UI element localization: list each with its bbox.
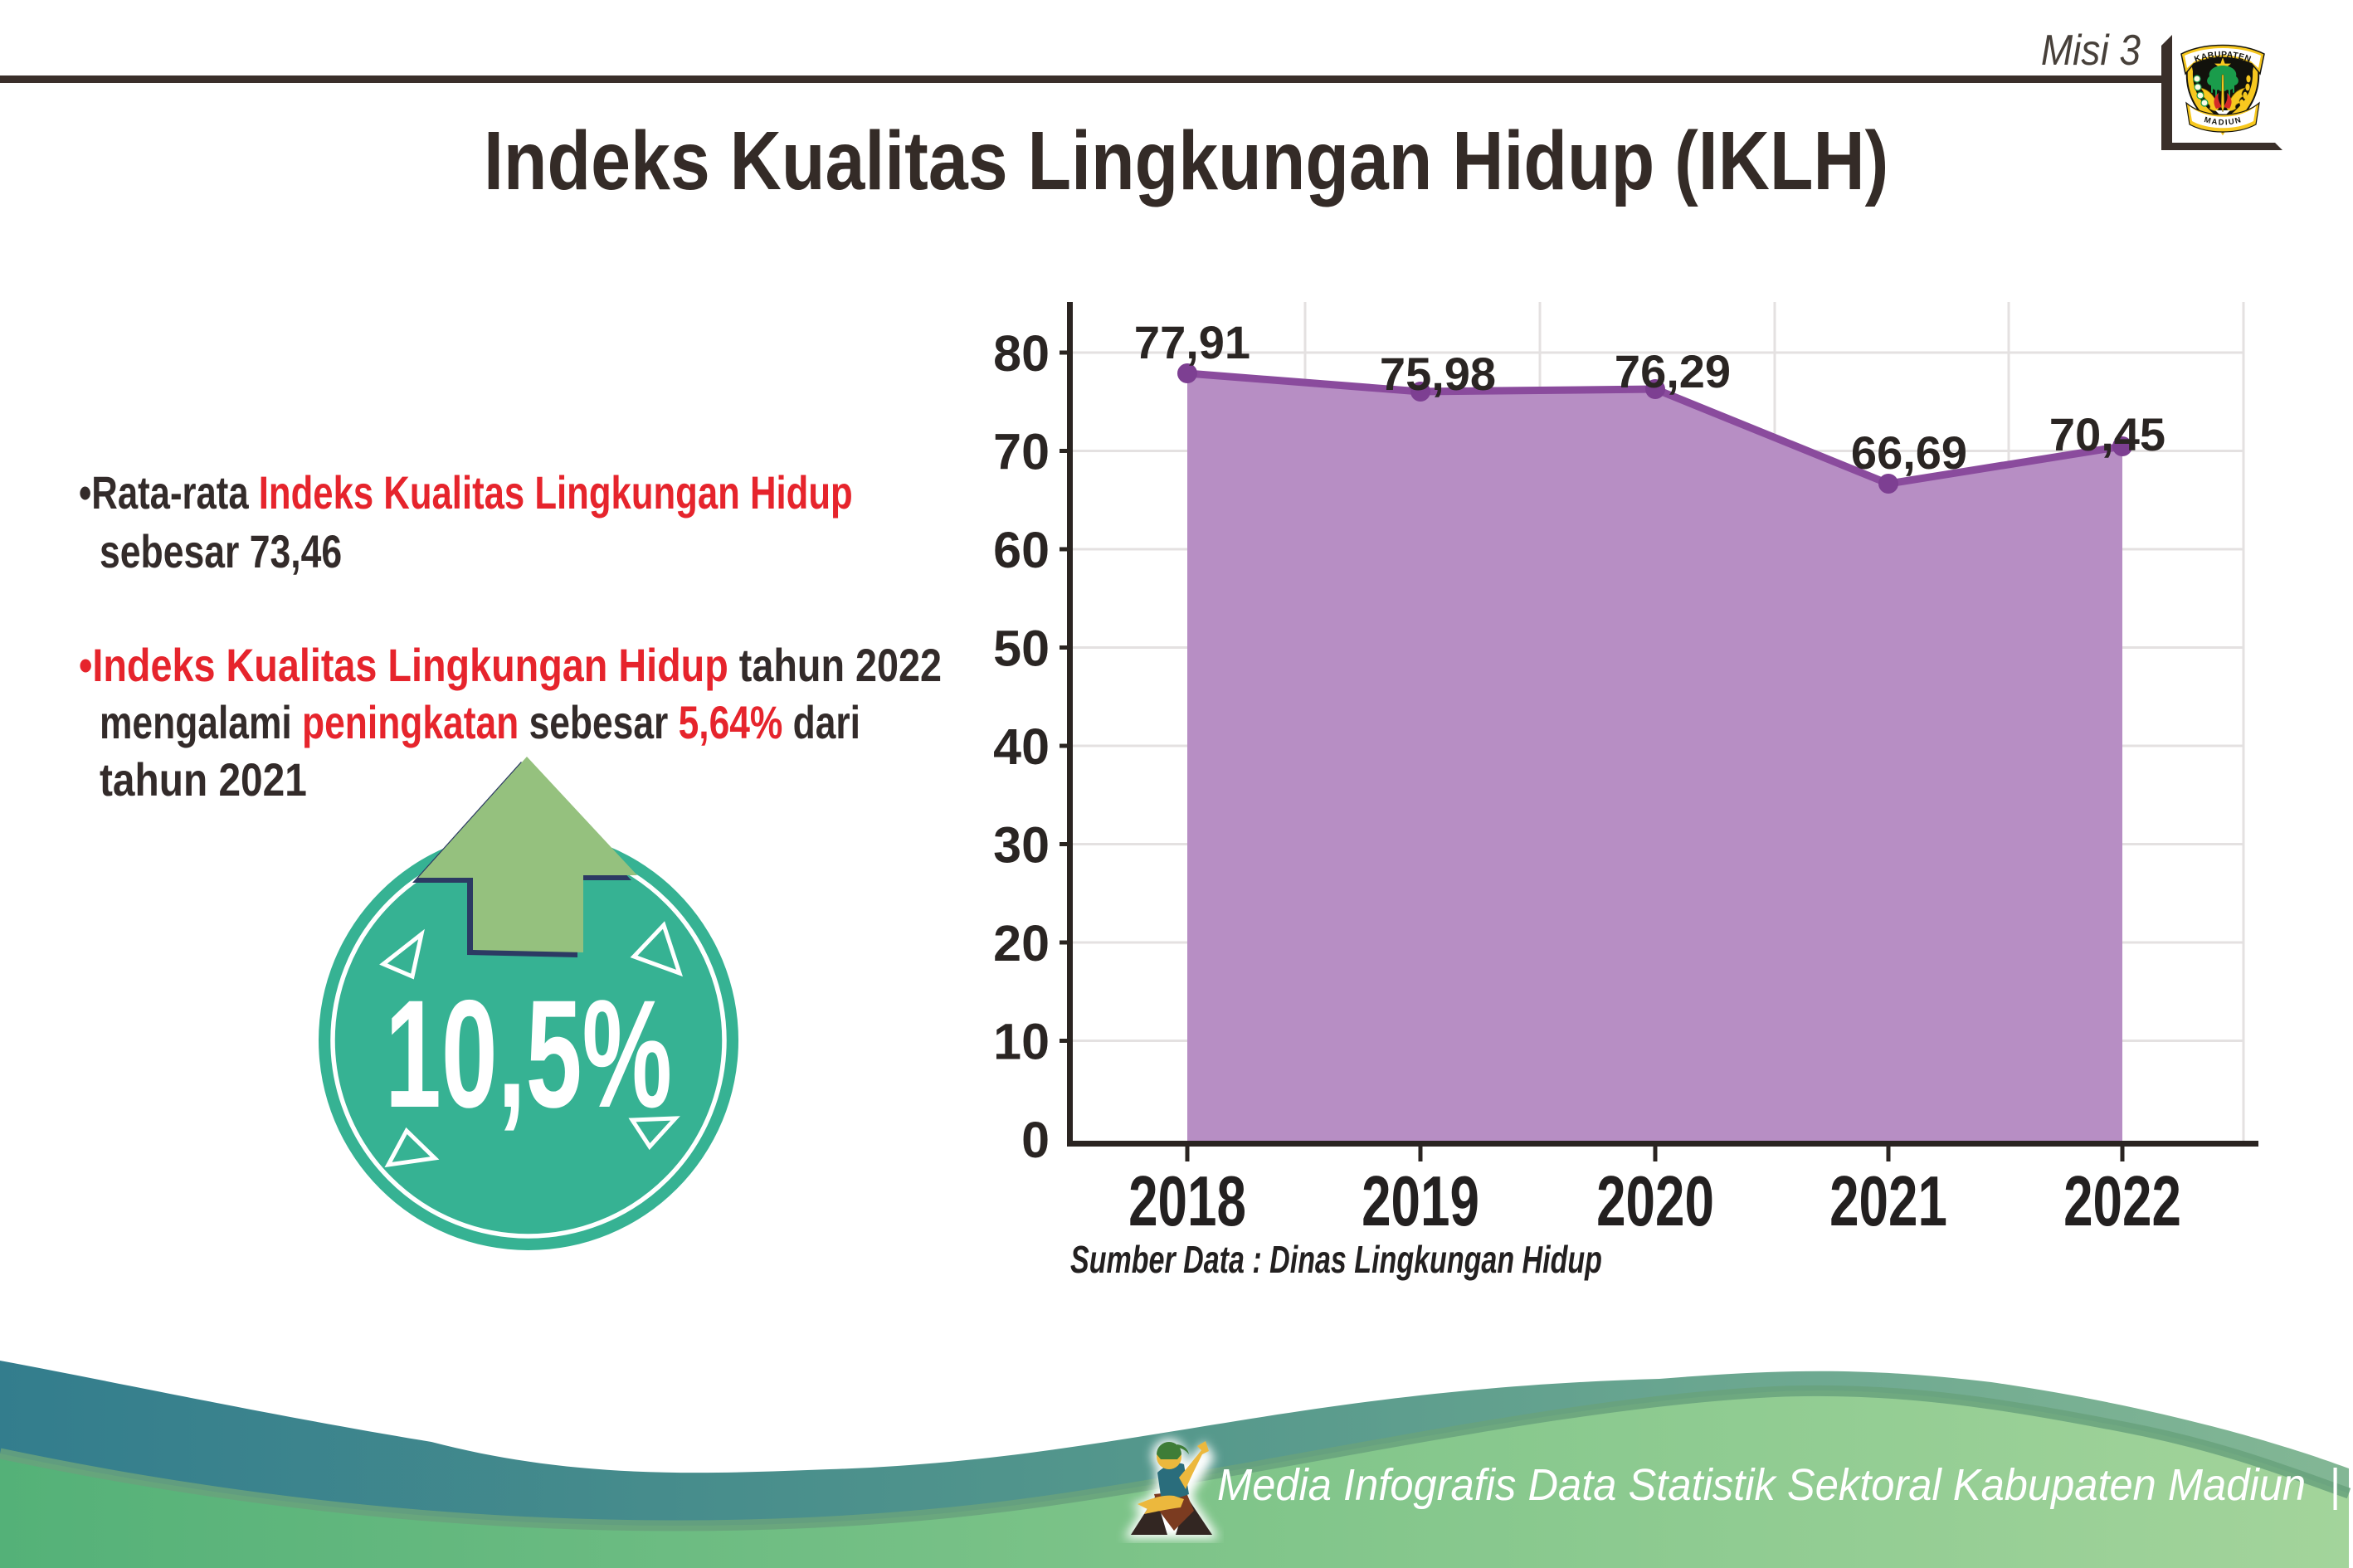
svg-text:KABUPATEN: KABUPATEN: [2193, 50, 2253, 65]
svg-text:2019: 2019: [1362, 1161, 1479, 1240]
svg-text:77,91: 77,91: [1134, 316, 1250, 368]
svg-text:2021: 2021: [1829, 1161, 1947, 1240]
svg-text:MADIUN: MADIUN: [2203, 115, 2243, 128]
svg-text:75,98: 75,98: [1380, 348, 1496, 400]
svg-text:30: 30: [993, 817, 1050, 874]
svg-text:Sumber Data : Dinas Lingkungan: Sumber Data : Dinas Lingkungan Hidup: [1070, 1238, 1602, 1281]
svg-text:70: 70: [993, 424, 1050, 480]
svg-text:50: 50: [993, 621, 1050, 677]
svg-text:60: 60: [993, 522, 1050, 578]
svg-text:66,69: 66,69: [1851, 426, 1967, 479]
svg-text:76,29: 76,29: [1615, 345, 1731, 397]
svg-text:40: 40: [993, 718, 1050, 775]
svg-text:80: 80: [993, 325, 1050, 382]
svg-text:10,5%: 10,5%: [385, 969, 672, 1141]
svg-text:20: 20: [993, 915, 1050, 971]
svg-text:70,45: 70,45: [2049, 408, 2165, 460]
svg-text:2020: 2020: [1596, 1161, 1714, 1240]
svg-text:2018: 2018: [1128, 1161, 1246, 1240]
svg-text:2022: 2022: [2063, 1161, 2181, 1240]
svg-text:10: 10: [993, 1014, 1050, 1070]
svg-text:0: 0: [1021, 1112, 1050, 1168]
